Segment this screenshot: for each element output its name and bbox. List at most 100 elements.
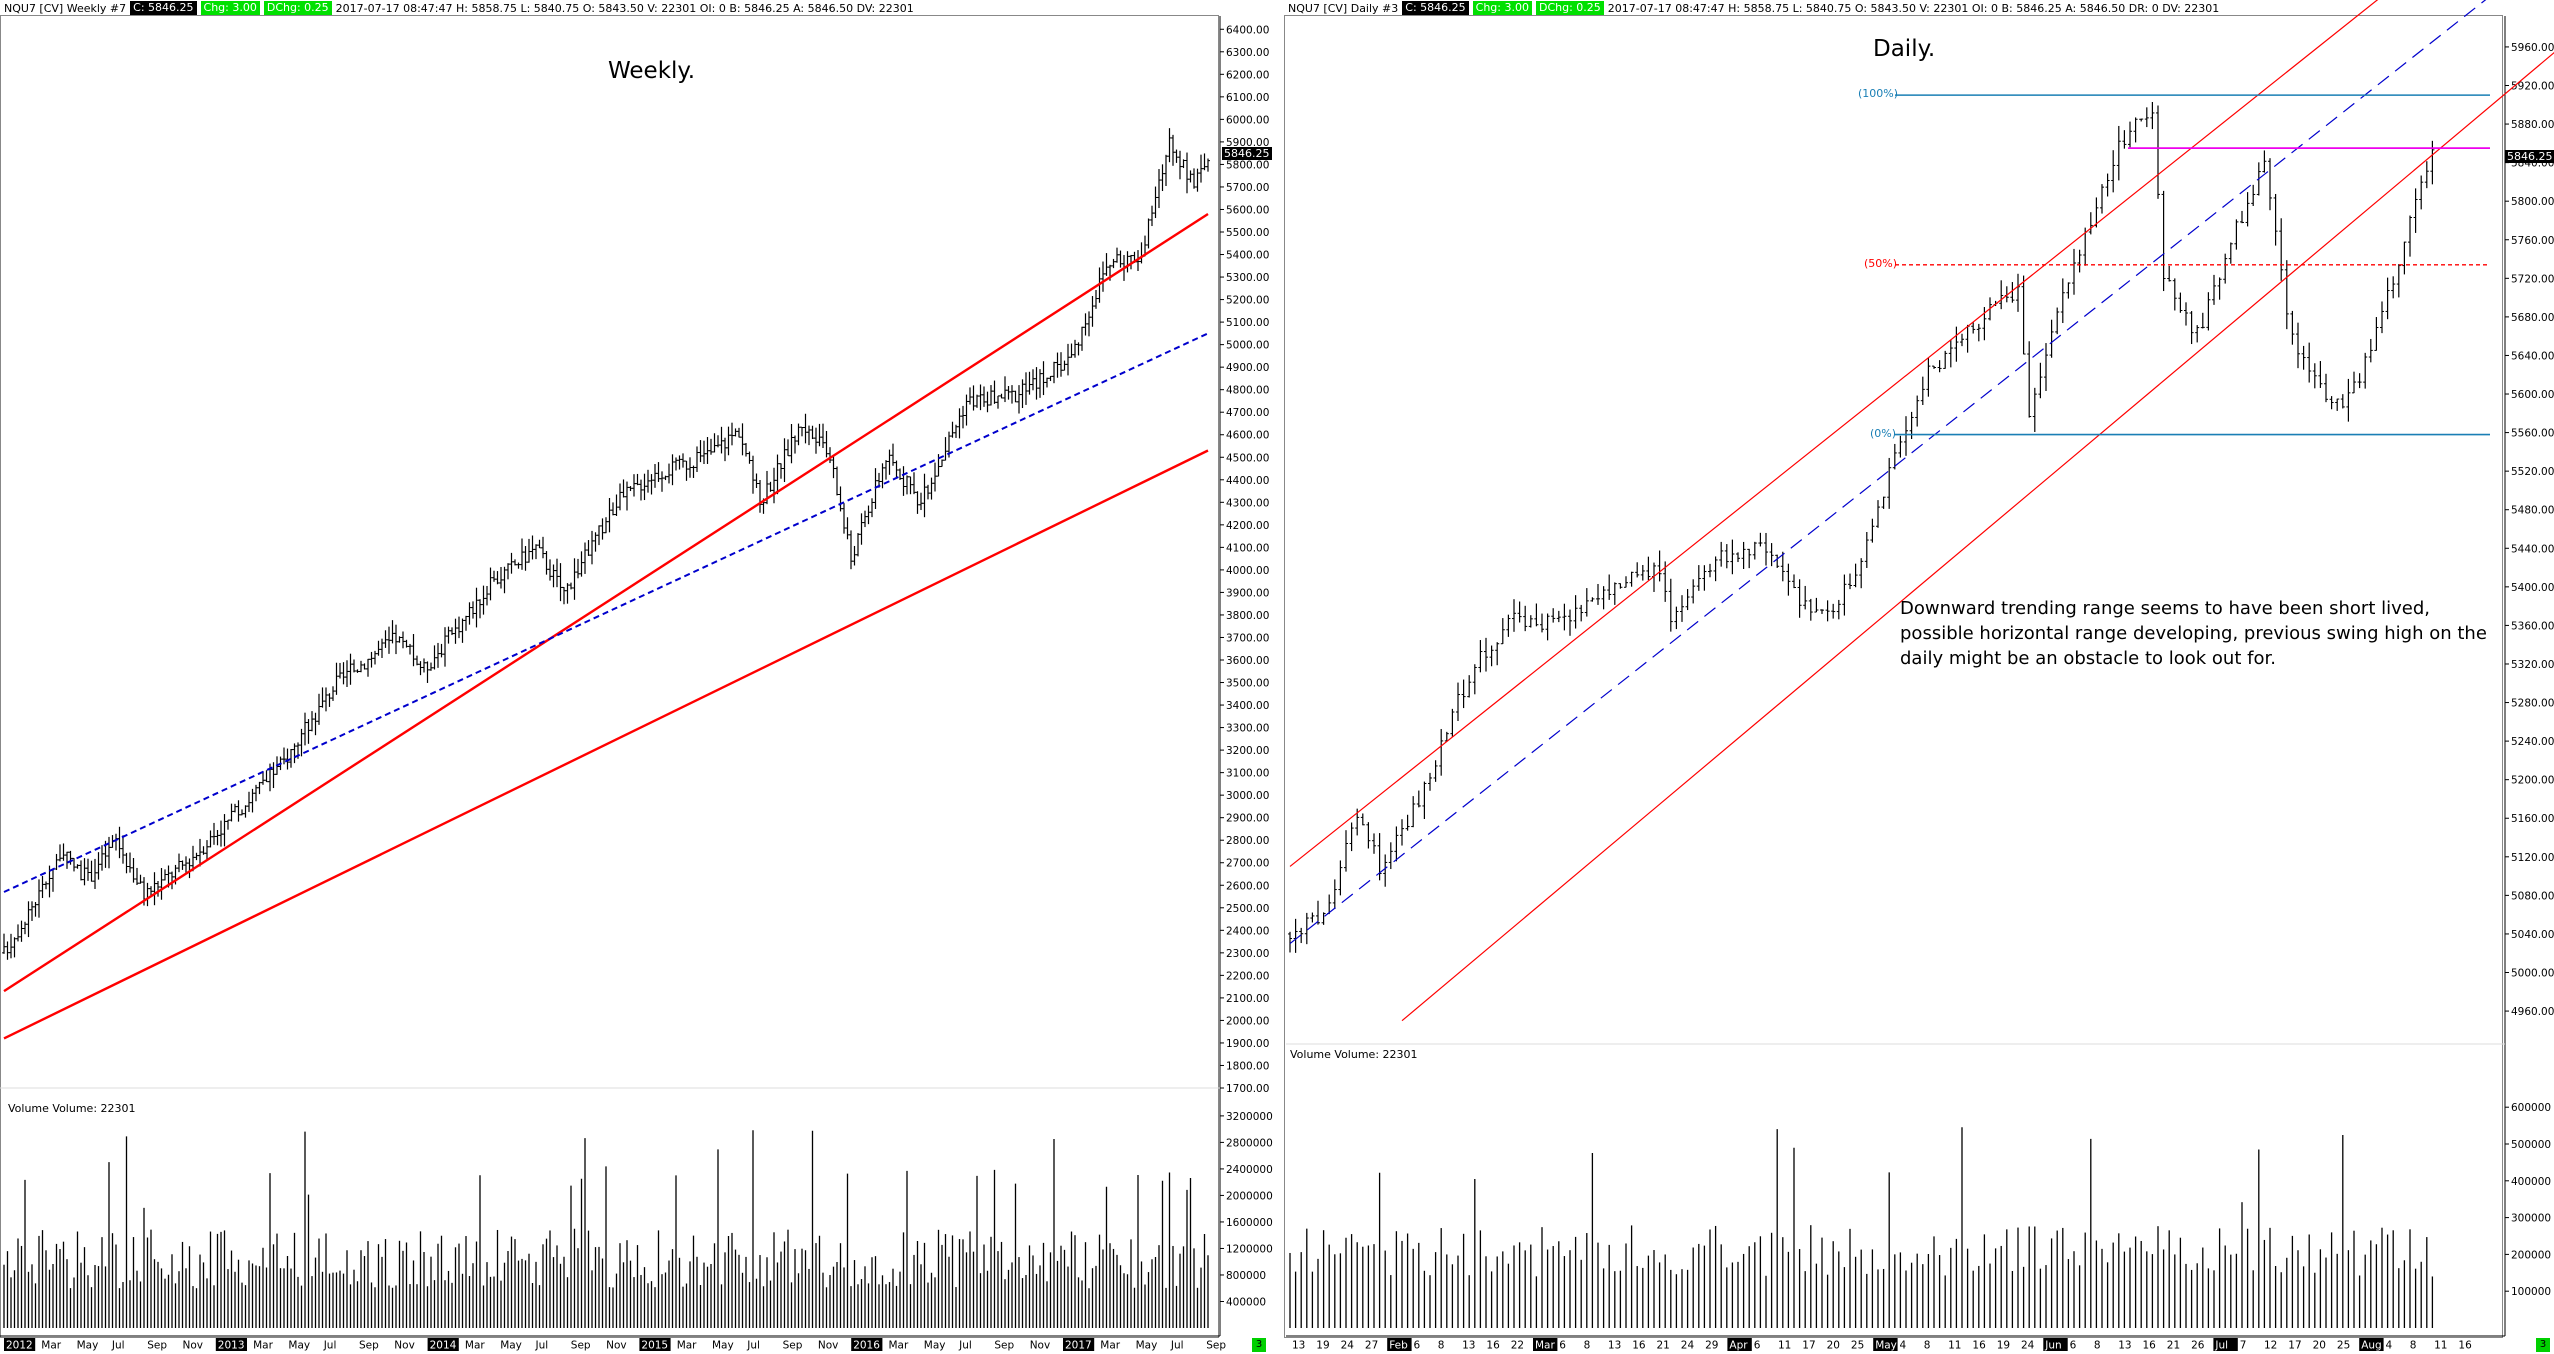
daily-y-tick-label: 5040.00 — [2511, 929, 2554, 941]
daily-x-tick-label: 7 — [2240, 1340, 2247, 1352]
daily-x-tick-label: 16 — [2143, 1340, 2157, 1352]
weekly-y-tick-label: 2400.00 — [1226, 925, 1269, 937]
daily-y-tick-label: 5760.00 — [2511, 235, 2554, 247]
fib-100-label: (100%) — [1858, 87, 1899, 101]
weekly-x-tick-label: Nov — [818, 1340, 839, 1352]
weekly-x-tick-label: Jul — [323, 1340, 337, 1352]
daily-y-tick-label: 5080.00 — [2511, 890, 2554, 902]
daily-x-tick-label: 24 — [1681, 1340, 1695, 1352]
weekly-channel-upper — [3, 212, 1209, 993]
weekly-x-tick-label: Sep — [147, 1340, 167, 1352]
daily-y-tick-label: 5600.00 — [2511, 389, 2554, 401]
daily-x-tick-label: 4 — [1900, 1340, 1907, 1352]
weekly-corner-indicator[interactable]: 3 — [1252, 1338, 1266, 1352]
daily-x-tick-label: 8 — [1438, 1340, 1445, 1352]
daily-x-tick-label: 16 — [2458, 1340, 2472, 1352]
weekly-y-tick-label: 3900.00 — [1226, 587, 1269, 599]
daily-x-tick-label: Jul — [2214, 1340, 2228, 1352]
daily-vol-tick-label: 300000 — [2511, 1213, 2551, 1225]
daily-corner-indicator[interactable]: 3 — [2536, 1338, 2550, 1352]
daily-x-tick-label: 20 — [1827, 1340, 1840, 1352]
daily-y-tick-label: 5360.00 — [2511, 620, 2554, 632]
weekly-x-tick-label: Sep — [1206, 1340, 1226, 1352]
daily-y-tick-label: 5800.00 — [2511, 196, 2554, 208]
weekly-x-tick-box — [639, 1338, 671, 1351]
daily-y-tick-label: 5400.00 — [2511, 582, 2554, 594]
daily-x-tick-box — [1727, 1338, 1752, 1351]
weekly-y-tick-label: 2100.00 — [1226, 993, 1269, 1005]
daily-x-tick-label: 19 — [1997, 1340, 2010, 1352]
weekly-x-tick-label: Jul — [535, 1340, 549, 1352]
daily-price-bars — [1288, 102, 2435, 1328]
daily-vol-tick-label: 200000 — [2511, 1249, 2551, 1261]
daily-x-tick-label: May — [1875, 1340, 1897, 1352]
daily-x-tick-label: 21 — [1657, 1340, 1670, 1352]
daily-y-tick-label: 5640.00 — [2511, 350, 2554, 362]
weekly-y-tick-label: 4700.00 — [1226, 407, 1269, 419]
weekly-y-tick-label: 4100.00 — [1226, 542, 1269, 554]
weekly-x-tick-label: Sep — [571, 1340, 591, 1352]
daily-x-tick-label: 25 — [1851, 1340, 1864, 1352]
weekly-panel-frame — [0, 15, 1219, 1338]
daily-y-tick-label: 5320.00 — [2511, 659, 2554, 671]
weekly-x-tick-label: Mar — [41, 1340, 61, 1352]
weekly-x-tick-label: Jul — [1170, 1340, 1184, 1352]
daily-chart[interactable]: 5960.005920.005880.005840.005800.005760.… — [1286, 0, 2554, 1352]
weekly-y-tick-label: 2700.00 — [1226, 858, 1269, 870]
daily-last-price: 5846.25 — [2505, 149, 2554, 163]
weekly-x-tick-label: Nov — [1030, 1340, 1051, 1352]
weekly-x-tick-label: 2014 — [430, 1340, 457, 1352]
daily-y-tick-label: 5280.00 — [2511, 698, 2554, 710]
weekly-x-tick-label: May — [500, 1340, 522, 1352]
fib-0-label: (0%) — [1870, 426, 1897, 440]
weekly-vol-tick-label: 2800000 — [1226, 1137, 1273, 1149]
weekly-y-tick-label: 2200.00 — [1226, 970, 1269, 982]
weekly-quote-details: 2017-07-17 08:47:47 H: 5858.75 L: 5840.7… — [335, 1, 914, 15]
weekly-volume-label: Volume Volume: 22301 — [8, 1102, 136, 1115]
daily-y-tick-label: 5920.00 — [2511, 80, 2554, 92]
daily-x-tick-box — [2359, 1338, 2384, 1351]
weekly-y-tick-label: 3400.00 — [1226, 700, 1269, 712]
daily-y-tick-label: 5240.00 — [2511, 736, 2554, 748]
daily-channel-upper — [1289, 0, 2379, 867]
daily-x-tick-label: 24 — [1341, 1340, 1355, 1352]
weekly-vol-tick-label: 2000000 — [1226, 1190, 1273, 1202]
weekly-y-tick-label: 3000.00 — [1226, 790, 1269, 802]
weekly-y-tick-label: 2600.00 — [1226, 880, 1269, 892]
daily-x-tick-box — [2213, 1338, 2238, 1351]
daily-symbol: NQU7 [CV] Daily #3 — [1288, 1, 1399, 15]
daily-x-tick-box — [1873, 1338, 1898, 1351]
daily-x-tick-label: 13 — [1608, 1340, 1621, 1352]
analysis-annotation: Downward trending range seems to have be… — [1900, 598, 2487, 669]
daily-x-tick-label: 13 — [1462, 1340, 1475, 1352]
weekly-x-tick-label: Sep — [994, 1340, 1014, 1352]
weekly-x-tick-label: Mar — [677, 1340, 697, 1352]
weekly-y-tick-label: 5200.00 — [1226, 295, 1269, 307]
weekly-x-tick-label: Mar — [465, 1340, 485, 1352]
daily-x-tick-label: 29 — [1705, 1340, 1718, 1352]
weekly-y-tick-label: 6200.00 — [1226, 69, 1269, 81]
weekly-y-tick-label: 6400.00 — [1226, 24, 1269, 36]
weekly-y-tick-label: 5100.00 — [1226, 317, 1269, 329]
weekly-y-tick-label: 1800.00 — [1226, 1060, 1269, 1072]
weekly-channel-mid — [3, 332, 1209, 893]
weekly-x-tick-label: Jul — [958, 1340, 972, 1352]
daily-x-tick-label: 8 — [1584, 1340, 1591, 1352]
daily-x-tick-label: 16 — [1632, 1340, 1646, 1352]
weekly-vol-tick-label: 1200000 — [1226, 1243, 1273, 1255]
daily-x-tick-box — [1387, 1338, 1412, 1351]
weekly-x-tick-label: May — [77, 1340, 99, 1352]
weekly-x-tick-label: May — [288, 1340, 310, 1352]
daily-channel-mid — [1289, 0, 2487, 945]
weekly-channel-lower — [3, 449, 1209, 1040]
weekly-y-tick-label: 4600.00 — [1226, 430, 1269, 442]
weekly-x-tick-label: May — [1136, 1340, 1158, 1352]
weekly-chart[interactable]: 6400.00 6300.00 6200.00 6100.00 6000.00 5900.… — [0, 16, 1273, 1352]
weekly-x-tick-label: Nov — [183, 1340, 204, 1352]
daily-header: NQU7 [CV] Daily #3 C: 5846.25 Chg: 3.00 … — [1288, 0, 2219, 16]
weekly-y-tick-label: 4900.00 — [1226, 362, 1269, 374]
daily-x-tick-label: 16 — [1972, 1340, 1986, 1352]
weekly-x-tick-box — [215, 1338, 247, 1351]
weekly-y-tick-label: 3700.00 — [1226, 632, 1269, 644]
